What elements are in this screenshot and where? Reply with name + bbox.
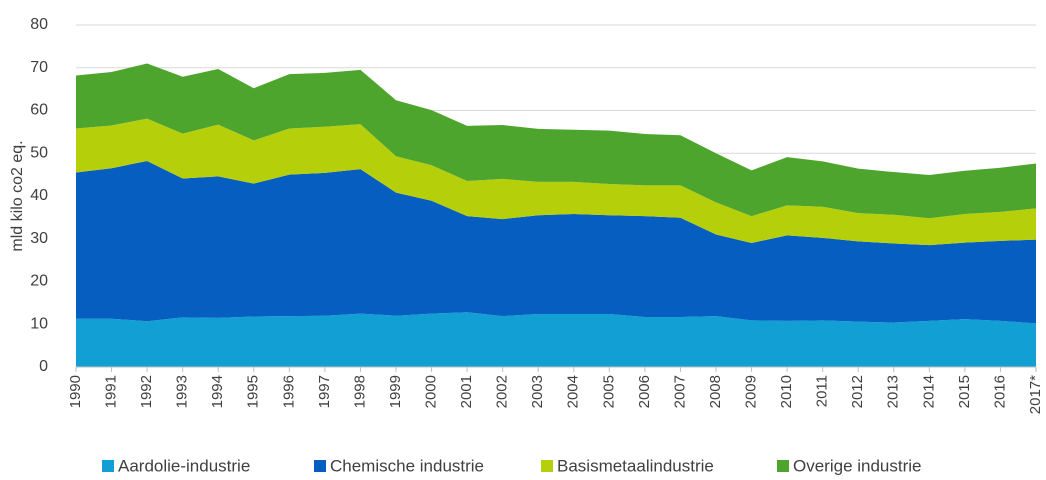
legend-label: Basismetaalindustrie bbox=[557, 456, 714, 475]
x-tick-label: 2003 bbox=[529, 375, 546, 408]
legend-swatch bbox=[314, 460, 326, 472]
y-tick-label: 50 bbox=[30, 144, 48, 161]
x-tick-label: 2012 bbox=[849, 375, 866, 408]
x-tick-label: 1997 bbox=[316, 375, 333, 408]
y-tick-label: 40 bbox=[30, 187, 48, 204]
x-tick-label: 2009 bbox=[743, 375, 760, 408]
x-tick-label: 2015 bbox=[956, 375, 973, 408]
x-tick-label: 1998 bbox=[351, 375, 368, 408]
y-tick-label: 20 bbox=[30, 273, 48, 290]
legend-swatch bbox=[777, 460, 789, 472]
x-tick-label: 2011 bbox=[814, 375, 831, 407]
legend-label: Chemische industrie bbox=[330, 456, 484, 475]
y-axis-label: mld kilo co2 eq. bbox=[9, 140, 26, 251]
y-tick-label: 30 bbox=[30, 230, 48, 247]
x-tick-label: 2013 bbox=[885, 375, 902, 408]
x-tick-label: 2017* bbox=[1027, 375, 1044, 414]
legend-label: Overige industrie bbox=[793, 456, 922, 475]
y-tick-label: 80 bbox=[30, 16, 48, 33]
x-tick-label: 1991 bbox=[103, 375, 120, 408]
x-tick-label: 1999 bbox=[387, 375, 404, 408]
x-tick-label: 1993 bbox=[174, 375, 191, 408]
x-tick-label: 1996 bbox=[280, 375, 297, 408]
y-tick-label: 10 bbox=[30, 315, 48, 332]
area bbox=[76, 63, 1036, 219]
y-tick-label: 0 bbox=[39, 358, 48, 375]
x-tick-label: 2010 bbox=[778, 375, 795, 408]
x-tick-label: 2008 bbox=[707, 375, 724, 408]
legend-swatch bbox=[541, 460, 553, 472]
x-tick-label: 2006 bbox=[636, 375, 653, 408]
x-tick-label: 2002 bbox=[494, 375, 511, 408]
x-tick-label: 2004 bbox=[565, 375, 582, 408]
x-tick-label: 2000 bbox=[423, 375, 440, 408]
x-tick-label: 1990 bbox=[67, 375, 84, 408]
x-tick-label: 1994 bbox=[209, 375, 226, 408]
x-tick-label: 1995 bbox=[245, 375, 262, 408]
x-tick-label: 2016 bbox=[991, 375, 1008, 408]
x-tick-label: 2007 bbox=[671, 375, 688, 408]
y-tick-label: 70 bbox=[30, 59, 48, 76]
x-tick-label: 1992 bbox=[138, 375, 155, 408]
y-tick-label: 60 bbox=[30, 102, 48, 119]
area bbox=[76, 312, 1036, 367]
area bbox=[76, 160, 1036, 324]
x-tick-label: 2014 bbox=[920, 375, 937, 408]
legend-label: Aardolie-industrie bbox=[118, 456, 250, 475]
x-tick-label: 2001 bbox=[458, 375, 475, 408]
x-tick-label: 2005 bbox=[600, 375, 617, 408]
legend-swatch bbox=[102, 460, 114, 472]
